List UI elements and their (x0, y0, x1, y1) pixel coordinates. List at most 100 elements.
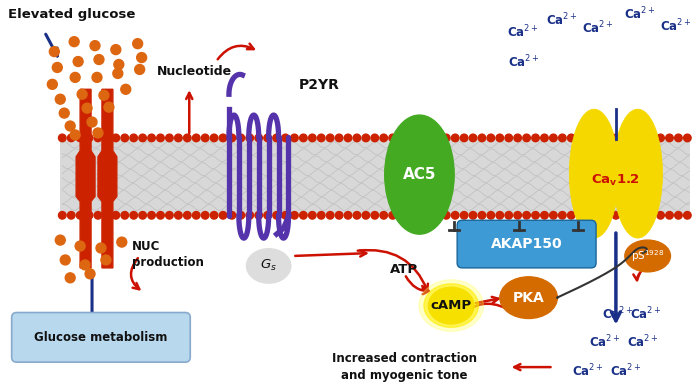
Circle shape (237, 211, 245, 219)
Circle shape (648, 211, 656, 219)
Circle shape (70, 130, 80, 140)
Circle shape (166, 211, 173, 219)
Circle shape (389, 134, 396, 142)
Circle shape (496, 134, 503, 142)
Circle shape (255, 134, 263, 142)
Circle shape (603, 211, 611, 219)
Circle shape (380, 134, 387, 142)
Circle shape (630, 211, 637, 219)
Circle shape (94, 55, 104, 64)
Circle shape (139, 134, 146, 142)
Circle shape (461, 211, 468, 219)
Circle shape (210, 211, 218, 219)
Circle shape (684, 134, 691, 142)
Circle shape (80, 260, 90, 270)
Circle shape (505, 211, 512, 219)
Circle shape (175, 134, 182, 142)
Circle shape (76, 211, 84, 219)
Circle shape (407, 134, 415, 142)
Circle shape (65, 121, 75, 131)
Circle shape (514, 211, 521, 219)
Text: pS$^{1928}$: pS$^{1928}$ (631, 248, 664, 264)
Circle shape (103, 134, 110, 142)
Circle shape (362, 211, 370, 219)
Circle shape (478, 211, 486, 219)
Circle shape (92, 73, 102, 82)
Text: Increased contraction
and myogenic tone: Increased contraction and myogenic tone (332, 352, 477, 382)
Circle shape (147, 134, 155, 142)
Circle shape (147, 211, 155, 219)
Circle shape (639, 211, 647, 219)
Ellipse shape (625, 240, 670, 272)
Circle shape (675, 134, 682, 142)
Circle shape (85, 134, 93, 142)
Circle shape (75, 241, 85, 251)
Circle shape (135, 64, 145, 74)
Text: Ca$^{2+}$: Ca$^{2+}$ (602, 305, 633, 322)
Circle shape (549, 134, 557, 142)
Text: Ca$^{2+}$: Ca$^{2+}$ (630, 305, 661, 322)
Circle shape (192, 134, 200, 142)
Circle shape (264, 211, 271, 219)
Circle shape (461, 134, 468, 142)
Text: AC5: AC5 (403, 167, 436, 182)
Ellipse shape (424, 284, 479, 328)
Circle shape (121, 84, 131, 94)
Circle shape (657, 134, 664, 142)
Circle shape (336, 134, 343, 142)
Text: $G_s$: $G_s$ (260, 258, 277, 273)
Text: Ca$^{2+}$: Ca$^{2+}$ (508, 53, 540, 70)
Circle shape (101, 255, 111, 265)
Circle shape (114, 60, 124, 69)
Circle shape (117, 237, 127, 247)
Circle shape (219, 211, 226, 219)
Circle shape (264, 134, 271, 142)
Circle shape (300, 211, 307, 219)
Circle shape (112, 211, 120, 219)
Circle shape (665, 211, 673, 219)
Circle shape (675, 211, 682, 219)
Circle shape (416, 211, 423, 219)
Circle shape (65, 273, 75, 283)
Circle shape (77, 89, 87, 99)
Circle shape (192, 211, 200, 219)
Circle shape (523, 134, 531, 142)
Text: Ca$^{2+}$: Ca$^{2+}$ (589, 334, 621, 351)
Circle shape (291, 134, 298, 142)
Text: Elevated glucose: Elevated glucose (8, 8, 135, 21)
Circle shape (371, 134, 379, 142)
Circle shape (184, 211, 191, 219)
Circle shape (371, 211, 379, 219)
Circle shape (282, 134, 289, 142)
Circle shape (442, 134, 450, 142)
Circle shape (577, 211, 584, 219)
Circle shape (398, 134, 405, 142)
Circle shape (344, 211, 352, 219)
Circle shape (48, 80, 57, 89)
Text: Ca$_\mathregular{v}$1.2: Ca$_\mathregular{v}$1.2 (591, 173, 640, 188)
Ellipse shape (384, 115, 454, 234)
Ellipse shape (419, 280, 484, 332)
Circle shape (67, 134, 75, 142)
Circle shape (157, 134, 164, 142)
Circle shape (603, 134, 611, 142)
Circle shape (121, 211, 129, 219)
Circle shape (50, 47, 59, 57)
Circle shape (612, 211, 620, 219)
Circle shape (67, 211, 75, 219)
Circle shape (70, 73, 80, 82)
Text: Ca$^{2+}$: Ca$^{2+}$ (507, 23, 538, 40)
Circle shape (273, 134, 280, 142)
Circle shape (433, 211, 441, 219)
Circle shape (478, 134, 486, 142)
Circle shape (639, 134, 647, 142)
Text: Ca$^{2+}$: Ca$^{2+}$ (660, 18, 691, 34)
Circle shape (210, 134, 218, 142)
Circle shape (55, 94, 65, 104)
Polygon shape (98, 89, 117, 268)
Text: Ca$^{2+}$: Ca$^{2+}$ (627, 334, 658, 351)
Circle shape (353, 211, 361, 219)
Circle shape (228, 211, 236, 219)
Circle shape (130, 134, 138, 142)
Circle shape (282, 211, 289, 219)
